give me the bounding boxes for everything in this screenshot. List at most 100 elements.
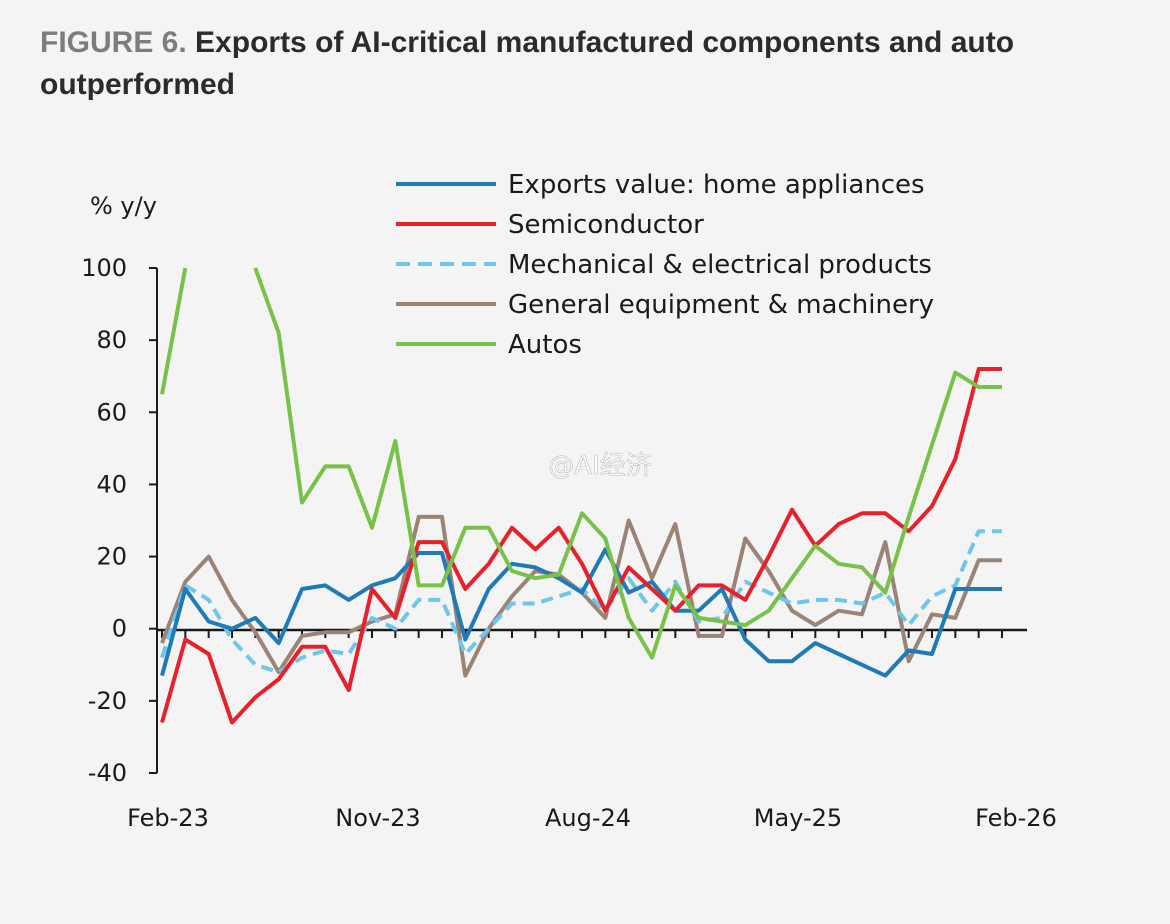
data-point-autos: [627, 616, 631, 620]
series-line-mechanical_electrical: [160, 529, 1002, 674]
data-point-general_equipment: [767, 569, 771, 573]
data-point-mechanical_electrical: [510, 601, 514, 605]
data-point-home_appliances: [767, 659, 771, 663]
data-point-semiconductor: [580, 562, 584, 566]
data-point-mechanical_electrical: [813, 598, 817, 602]
series-semiconductor: [160, 367, 1004, 725]
data-point-general_equipment: [1000, 558, 1004, 562]
data-point-autos: [813, 544, 817, 548]
data-point-mechanical_electrical: [767, 591, 771, 595]
data-point-general_equipment: [883, 540, 887, 544]
series-mechanical_electrical: [160, 529, 1002, 674]
data-point-autos: [440, 583, 444, 587]
series-line-autos: [253, 267, 1002, 660]
data-point-semiconductor: [1000, 367, 1004, 371]
series-line-semiconductor: [160, 367, 1002, 725]
data-point-autos: [253, 266, 257, 270]
data-point-general_equipment: [860, 612, 864, 616]
data-point-home_appliances: [183, 587, 187, 591]
y-axis-unit-label: % y/y: [90, 192, 157, 220]
series-line-autos: [160, 267, 188, 395]
y-tick-label: 100: [81, 254, 127, 282]
data-point-home_appliances: [253, 616, 257, 620]
data-point-general_equipment: [930, 612, 934, 616]
data-point-general_equipment: [440, 515, 444, 519]
data-point-home_appliances: [930, 652, 934, 656]
data-point-semiconductor: [417, 540, 421, 544]
data-point-semiconductor: [650, 587, 654, 591]
data-point-mechanical_electrical: [860, 601, 864, 605]
series-line-home_appliances: [160, 547, 1002, 678]
data-point-home_appliances: [277, 641, 281, 645]
data-point-semiconductor: [977, 367, 981, 371]
data-point-general_equipment: [253, 630, 257, 634]
data-point-mechanical_electrical: [347, 652, 351, 656]
data-point-home_appliances: [977, 587, 981, 591]
y-tick-label: 20: [96, 543, 127, 571]
data-point-general_equipment: [977, 558, 981, 562]
data-point-mechanical_electrical: [300, 656, 304, 660]
data-point-home_appliances: [837, 652, 841, 656]
data-point-mechanical_electrical: [650, 609, 654, 613]
legend-label-autos: Autos: [508, 330, 582, 360]
data-point-general_equipment: [790, 609, 794, 613]
data-point-general_equipment: [813, 623, 817, 627]
data-point-semiconductor: [697, 583, 701, 587]
data-point-semiconductor: [837, 522, 841, 526]
data-point-semiconductor: [883, 511, 887, 515]
data-point-autos: [487, 526, 491, 530]
data-point-semiconductor: [393, 616, 397, 620]
data-point-home_appliances: [790, 659, 794, 663]
x-tick-label: Feb-26: [975, 804, 1057, 832]
data-point-semiconductor: [767, 555, 771, 559]
data-point-home_appliances: [370, 583, 374, 587]
series-home_appliances: [160, 547, 1002, 678]
data-point-general_equipment: [347, 630, 351, 634]
data-point-mechanical_electrical: [743, 580, 747, 584]
data-point-autos: [463, 526, 467, 530]
data-point-home_appliances: [463, 638, 467, 642]
data-point-semiconductor: [347, 688, 351, 692]
figure-title-text: Exports of AI-critical manufactured comp…: [40, 26, 1015, 101]
data-point-autos: [883, 591, 887, 595]
data-point-mechanical_electrical: [487, 627, 491, 631]
data-point-autos: [580, 511, 584, 515]
figure-title: FIGURE 6. Exports of AI-critical manufac…: [40, 22, 1120, 106]
data-point-autos: [533, 576, 537, 580]
data-point-semiconductor: [533, 547, 537, 551]
data-point-semiconductor: [510, 526, 514, 530]
data-point-home_appliances: [627, 591, 631, 595]
data-point-general_equipment: [510, 594, 514, 598]
data-point-semiconductor: [253, 695, 257, 699]
data-point-semiconductor: [277, 677, 281, 681]
data-point-semiconductor: [953, 457, 957, 461]
data-point-mechanical_electrical: [463, 652, 467, 656]
data-point-semiconductor: [323, 645, 327, 649]
data-point-home_appliances: [650, 580, 654, 584]
data-point-semiconductor: [370, 587, 374, 591]
x-tick-label: May-25: [754, 804, 842, 832]
data-point-mechanical_electrical: [370, 616, 374, 620]
data-point-mechanical_electrical: [930, 594, 934, 598]
data-point-semiconductor: [907, 529, 911, 533]
data-point-mechanical_electrical: [277, 670, 281, 674]
data-point-autos: [160, 392, 164, 396]
data-point-mechanical_electrical: [230, 638, 234, 642]
data-point-home_appliances: [347, 598, 351, 602]
data-point-general_equipment: [953, 616, 957, 620]
data-point-autos: [1000, 385, 1004, 389]
y-tick-label: 60: [96, 398, 127, 426]
data-point-general_equipment: [323, 630, 327, 634]
data-point-home_appliances: [580, 591, 584, 595]
data-point-autos: [650, 656, 654, 660]
data-point-general_equipment: [207, 555, 211, 559]
data-point-general_equipment: [697, 634, 701, 638]
data-point-autos: [557, 573, 561, 577]
data-point-general_equipment: [673, 522, 677, 526]
data-point-autos: [370, 526, 374, 530]
data-point-mechanical_electrical: [977, 529, 981, 533]
data-point-mechanical_electrical: [440, 598, 444, 602]
legend-label-home_appliances: Exports value: home appliances: [508, 170, 925, 200]
data-point-autos: [767, 609, 771, 613]
